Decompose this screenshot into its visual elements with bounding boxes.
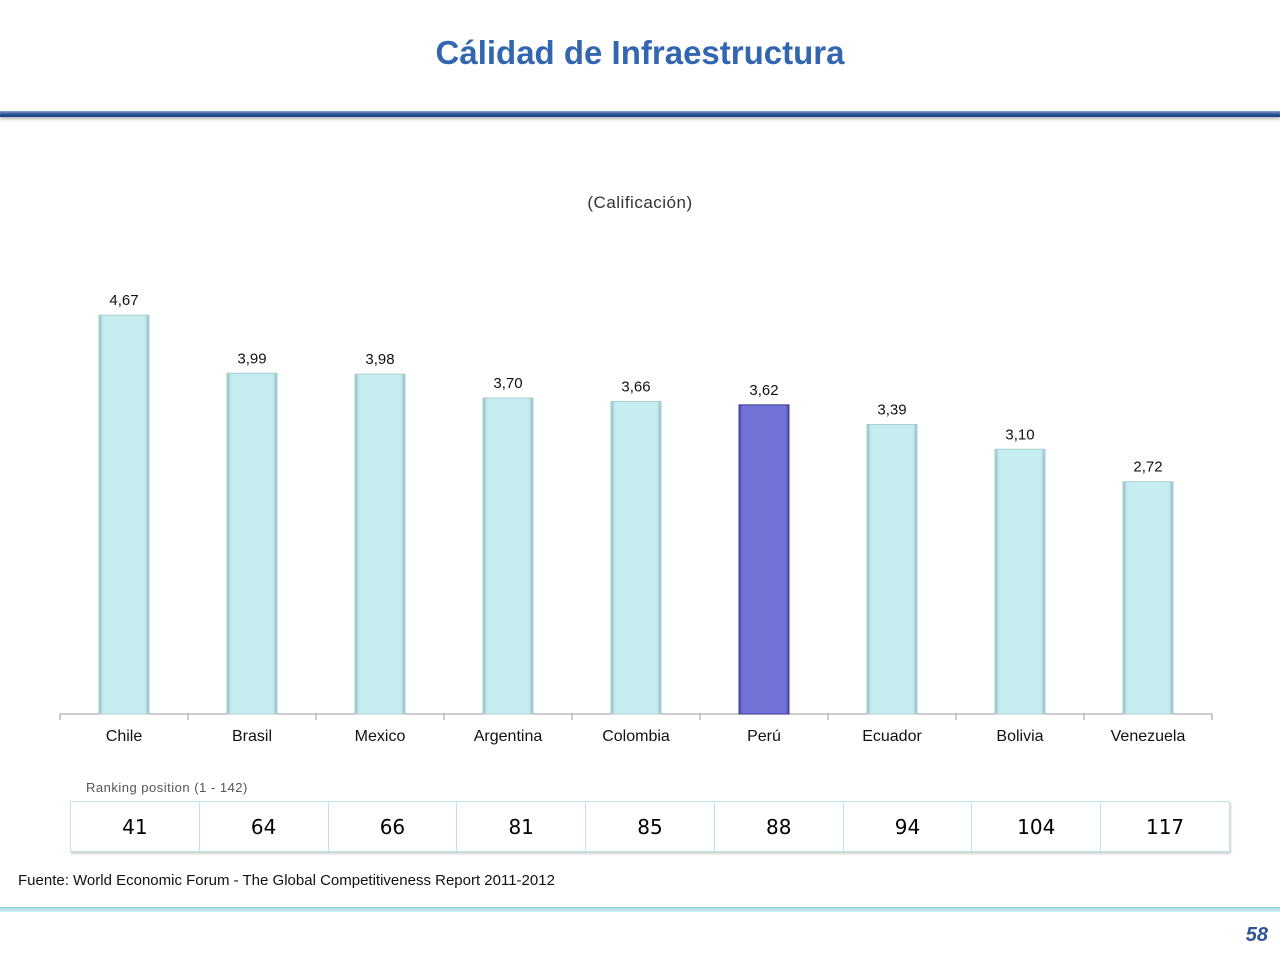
title-divider — [0, 111, 1280, 117]
ranking-cell: 85 — [585, 801, 715, 852]
bar-mexico — [354, 373, 406, 715]
bar-perú — [738, 404, 790, 715]
ranking-label: Ranking position (1 - 142) — [86, 780, 248, 795]
data-label: 3,66 — [621, 378, 650, 395]
ranking-row: 41 64 66 81 85 88 94 104 117 — [70, 801, 1230, 852]
bar-chile — [98, 314, 150, 715]
x-tick-label: Colombia — [602, 728, 670, 745]
ranking-cell: 64 — [198, 801, 329, 852]
ranking-cell: 117 — [1100, 801, 1230, 852]
data-label: 3,98 — [365, 351, 394, 368]
bar-chart: 4,67 Chile 3,99 Brasil 3,98 Mexico 3,70 Argenti… — [59, 292, 1213, 745]
ranking-table: 41 64 66 81 85 88 94 104 117 — [70, 801, 1230, 852]
page-number: 58 — [1245, 924, 1268, 946]
x-tick-label: Mexico — [355, 728, 406, 745]
x-tick-label: Brasil — [232, 728, 272, 745]
x-tick-label: Perú — [747, 728, 781, 745]
data-label: 2,72 — [1133, 459, 1162, 476]
chart-subtitle: (Calificación) — [587, 193, 693, 212]
ranking-cell: 66 — [327, 801, 458, 852]
x-tick-label: Bolivia — [996, 728, 1043, 745]
source-note: Fuente: World Economic Forum - The Globa… — [18, 872, 555, 889]
data-label: 3,99 — [237, 350, 266, 367]
bar-colombia — [610, 400, 662, 715]
bar-venezuela — [1122, 481, 1174, 715]
data-label: 3,62 — [749, 382, 778, 399]
data-label: 3,39 — [877, 401, 906, 418]
x-tick-label: Venezuela — [1111, 728, 1186, 745]
x-tick-label: Argentina — [474, 728, 543, 745]
bar-argentina — [482, 397, 534, 715]
data-label: 3,70 — [493, 375, 522, 392]
data-label: 4,67 — [109, 292, 138, 309]
bar-brasil — [226, 372, 278, 715]
page-title: Cálidad de Infraestructura — [435, 34, 845, 71]
footer-divider — [0, 907, 1280, 912]
data-label: 3,10 — [1005, 426, 1034, 443]
ranking-cell: 41 — [70, 801, 200, 852]
x-tick-label: Chile — [106, 728, 143, 745]
ranking-cell: 104 — [971, 801, 1102, 852]
ranking-cell: 88 — [713, 801, 844, 852]
bar-bolivia — [994, 448, 1046, 715]
ranking-cell: 81 — [456, 801, 587, 852]
bar-ecuador — [866, 423, 918, 715]
ranking-cell: 94 — [842, 801, 973, 852]
x-tick-label: Ecuador — [862, 728, 922, 745]
